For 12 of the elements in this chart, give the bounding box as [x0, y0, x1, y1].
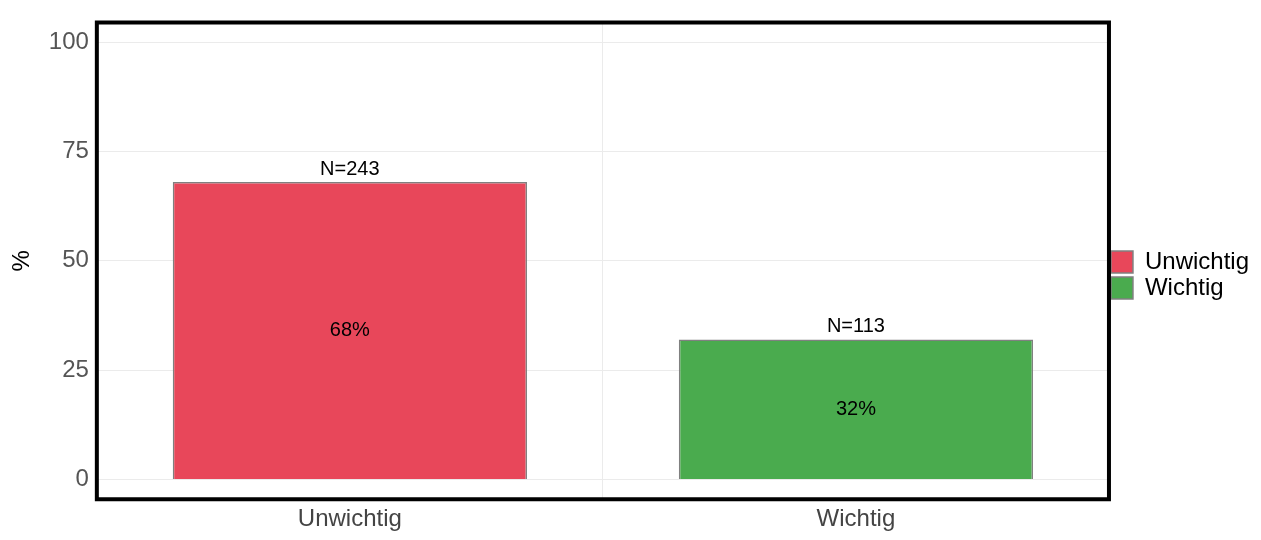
- data-label: 32%: [835, 396, 877, 419]
- annotation: N=113: [826, 314, 885, 337]
- legend-label: Unwichtig: [1144, 246, 1250, 274]
- y-tick-label: 0: [75, 464, 89, 492]
- y-tick-label: 50: [62, 245, 89, 273]
- y-axis-title: %: [7, 250, 35, 272]
- legend-label: Wichtig: [1144, 272, 1224, 300]
- data-label: 68%: [329, 318, 371, 341]
- y-tick-label: 25: [62, 354, 89, 382]
- annotation: N=243: [320, 156, 380, 179]
- y-tick-label: 75: [62, 136, 89, 164]
- y-tick-label: 100: [48, 26, 89, 54]
